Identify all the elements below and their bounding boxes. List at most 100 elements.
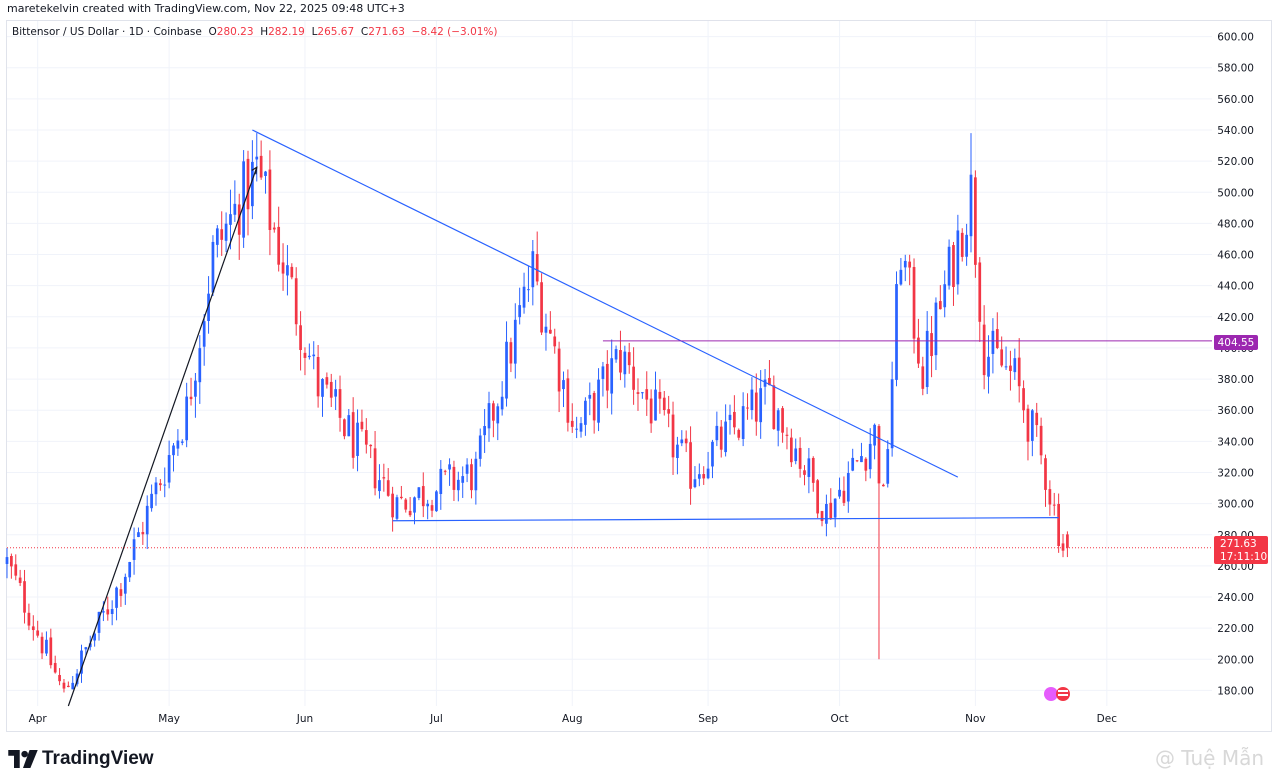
candle-body [851,457,855,471]
candle-body [119,589,123,596]
candle-body [1013,358,1017,373]
candle-body [356,422,359,456]
candle-body [211,241,215,293]
candle-body [868,443,872,470]
candle-body [132,539,136,560]
events-icon[interactable] [1044,687,1070,701]
candle-body [1026,408,1030,442]
candle-body [461,476,465,483]
close-label: C [360,26,369,38]
candle-body [921,366,925,389]
candle-body [66,685,70,688]
candle-body [614,349,618,360]
candle-body [220,229,224,240]
candle-body [496,406,500,424]
candle-body [474,458,478,491]
candle-body [391,493,394,518]
candle-body [229,214,232,225]
tradingview-logo[interactable]: TradingView [8,748,154,770]
candle-body [1057,503,1060,546]
candle-body [917,337,920,364]
y-tick-label: 320.00 [1217,467,1254,479]
candle-body [741,406,745,440]
candle-body [426,503,430,507]
candle-body [995,329,999,348]
candle-body [435,491,438,512]
candle-body [702,474,706,479]
candle-body [430,505,434,511]
candle-body [627,352,631,366]
candle-body [903,260,907,268]
candle-body [259,155,263,178]
candle-body [404,499,408,510]
y-axis[interactable]: 180.00200.00220.00240.00260.00280.00300.… [1217,32,1254,698]
y-tick-label: 500.00 [1217,187,1254,199]
candle-body [294,278,298,325]
candle-body [465,464,469,474]
chart-legend: Bittensor / US Dollar · 1D · Coinbase O2… [12,26,498,38]
candle-body [194,380,197,397]
price-chart[interactable]: 180.00200.00220.00240.00260.00280.00300.… [0,0,1278,740]
x-tick-label: Aug [562,713,583,725]
candle-body [636,392,640,394]
trendline [252,129,959,478]
candle-body [233,203,237,215]
candle-body [930,333,933,357]
candle-body [680,439,684,444]
candle-body [439,468,443,494]
candle-body [943,284,947,308]
candle-body [978,262,982,322]
candle-body [1044,458,1047,490]
candle-body [31,626,35,631]
candle-body [518,305,522,318]
candle-body [172,445,175,456]
candle-body [860,456,863,463]
candle-body [527,289,530,291]
candle-body [364,430,368,445]
chart-attribution: maretekelvin created with TradingView.co… [7,2,405,15]
candle-body [470,464,473,491]
x-axis[interactable]: Apr May Jun Jul Aug Sep Oct Nov Dec [29,713,1118,725]
x-tick-label: Dec [1097,713,1118,725]
candle-body [1066,534,1069,548]
candle-body [215,228,219,245]
candle-body [601,366,605,379]
drawings[interactable] [7,129,1212,707]
candle-body [719,426,723,450]
trendline [392,517,1059,522]
candle-body [895,284,898,380]
trendline [67,167,258,707]
candle-body [816,480,819,514]
candle-body [641,392,644,394]
candle-body [150,493,153,509]
candles [5,133,1069,693]
candle-body [198,348,202,383]
candle-body [97,611,101,633]
candle-body [448,464,451,470]
candle-body [789,437,793,463]
candle-body [811,457,815,483]
candle-body [53,662,57,673]
candle-body [163,484,167,486]
high-value: 282.19 [268,26,305,38]
candle-body [325,377,329,385]
candle-body [820,511,824,522]
y-tick-label: 300.00 [1217,499,1254,511]
candle-body [956,230,960,285]
candle-body [531,251,535,288]
candle-body [965,234,968,257]
candle-body [619,350,622,373]
candle-body [776,410,780,431]
candle-body [408,510,412,516]
candle-body [268,169,272,231]
open-label: O [208,26,217,38]
candle-body [321,379,324,397]
candle-body [768,377,771,386]
candle-body [27,612,31,626]
candle-body [658,391,662,399]
candle-body [562,380,565,390]
candle-body [610,358,614,394]
candle-body [246,158,250,210]
candle-body [597,379,600,423]
candle-body [728,414,732,421]
